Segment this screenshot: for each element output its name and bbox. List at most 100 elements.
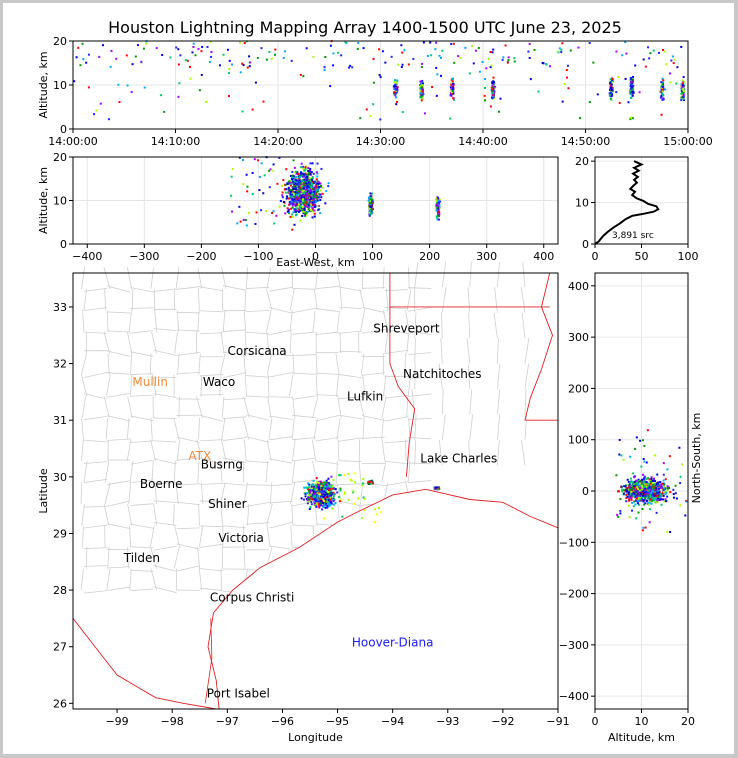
source-point — [296, 198, 299, 201]
source-point — [321, 493, 324, 496]
source-point — [291, 201, 294, 204]
county-line — [196, 439, 204, 462]
source-point — [349, 478, 352, 481]
source-point — [636, 494, 639, 497]
source-point — [660, 113, 663, 116]
county-line — [199, 482, 223, 485]
source-point — [304, 168, 307, 171]
county-line — [315, 331, 339, 335]
source-point — [315, 477, 318, 480]
county-line — [150, 568, 157, 591]
county-line — [311, 439, 317, 462]
source-point — [617, 515, 620, 518]
source-point — [310, 484, 313, 487]
source-point — [287, 191, 290, 194]
county-line — [197, 460, 200, 483]
source-point — [401, 51, 404, 54]
source-count-label: 3,891 src — [612, 231, 654, 241]
county-line — [199, 394, 223, 396]
county-line — [126, 439, 132, 462]
source-point — [210, 55, 213, 58]
source-point — [626, 478, 629, 481]
county-line — [441, 414, 446, 441]
county-line — [153, 586, 177, 594]
source-point — [314, 192, 317, 195]
county-line — [292, 524, 316, 527]
source-point — [676, 66, 679, 69]
source-point — [507, 56, 510, 59]
source-point — [334, 488, 337, 491]
source-point — [646, 497, 649, 500]
source-point — [278, 156, 281, 159]
source-point — [639, 498, 642, 501]
source-point — [658, 51, 661, 54]
source-point — [306, 198, 309, 201]
source-point — [377, 507, 380, 510]
source-point — [451, 85, 454, 88]
source-point — [308, 176, 311, 179]
county-line — [408, 393, 432, 397]
source-point — [260, 209, 263, 212]
source-point — [296, 200, 299, 203]
source-point — [672, 62, 675, 65]
county-line — [222, 398, 247, 401]
source-point — [452, 88, 455, 91]
source-point — [313, 209, 316, 212]
source-point — [649, 480, 652, 483]
county-line — [407, 460, 411, 483]
source-point — [646, 429, 649, 432]
source-point — [330, 484, 333, 487]
y-tick-label: 300 — [568, 331, 589, 344]
source-point — [291, 170, 294, 173]
source-point — [537, 90, 540, 93]
source-point — [657, 495, 660, 498]
source-point — [641, 439, 644, 442]
source-point — [357, 42, 360, 45]
source-point — [370, 202, 373, 205]
source-point — [247, 211, 250, 214]
source-point — [303, 184, 306, 187]
source-point — [637, 485, 640, 488]
county-line — [338, 374, 362, 379]
county-line — [176, 371, 200, 375]
source-point — [307, 169, 310, 172]
source-point — [641, 488, 644, 491]
source-point — [407, 63, 410, 66]
source-point — [316, 497, 319, 500]
source-point — [336, 51, 339, 54]
county-line — [126, 267, 133, 289]
source-point — [638, 503, 641, 506]
county-line — [199, 286, 223, 292]
county-line — [269, 545, 293, 550]
county-line — [219, 353, 226, 376]
source-point — [641, 473, 644, 476]
source-point — [327, 482, 330, 485]
city-label: Shreveport — [373, 321, 440, 335]
source-point — [294, 210, 297, 213]
source-point — [323, 66, 326, 69]
county-line — [149, 353, 152, 375]
source-point — [296, 187, 299, 190]
source-point — [288, 201, 291, 204]
source-point — [436, 205, 439, 208]
county-line — [292, 287, 316, 290]
source-point — [504, 44, 507, 47]
source-point — [431, 86, 434, 89]
source-point — [328, 489, 331, 492]
source-point — [639, 482, 642, 485]
source-point — [493, 87, 496, 90]
x-tick-label: −97 — [216, 715, 239, 728]
y-tick-label: −300 — [559, 639, 589, 652]
source-point — [647, 46, 650, 49]
county-line — [524, 414, 528, 441]
county-line — [199, 373, 223, 377]
source-point — [394, 83, 397, 86]
source-point — [369, 203, 372, 206]
source-point — [650, 477, 653, 480]
source-point — [295, 213, 298, 216]
source-point — [226, 48, 229, 51]
source-point — [272, 163, 275, 166]
source-point — [327, 182, 330, 185]
source-point — [323, 517, 326, 520]
source-point — [294, 190, 297, 193]
